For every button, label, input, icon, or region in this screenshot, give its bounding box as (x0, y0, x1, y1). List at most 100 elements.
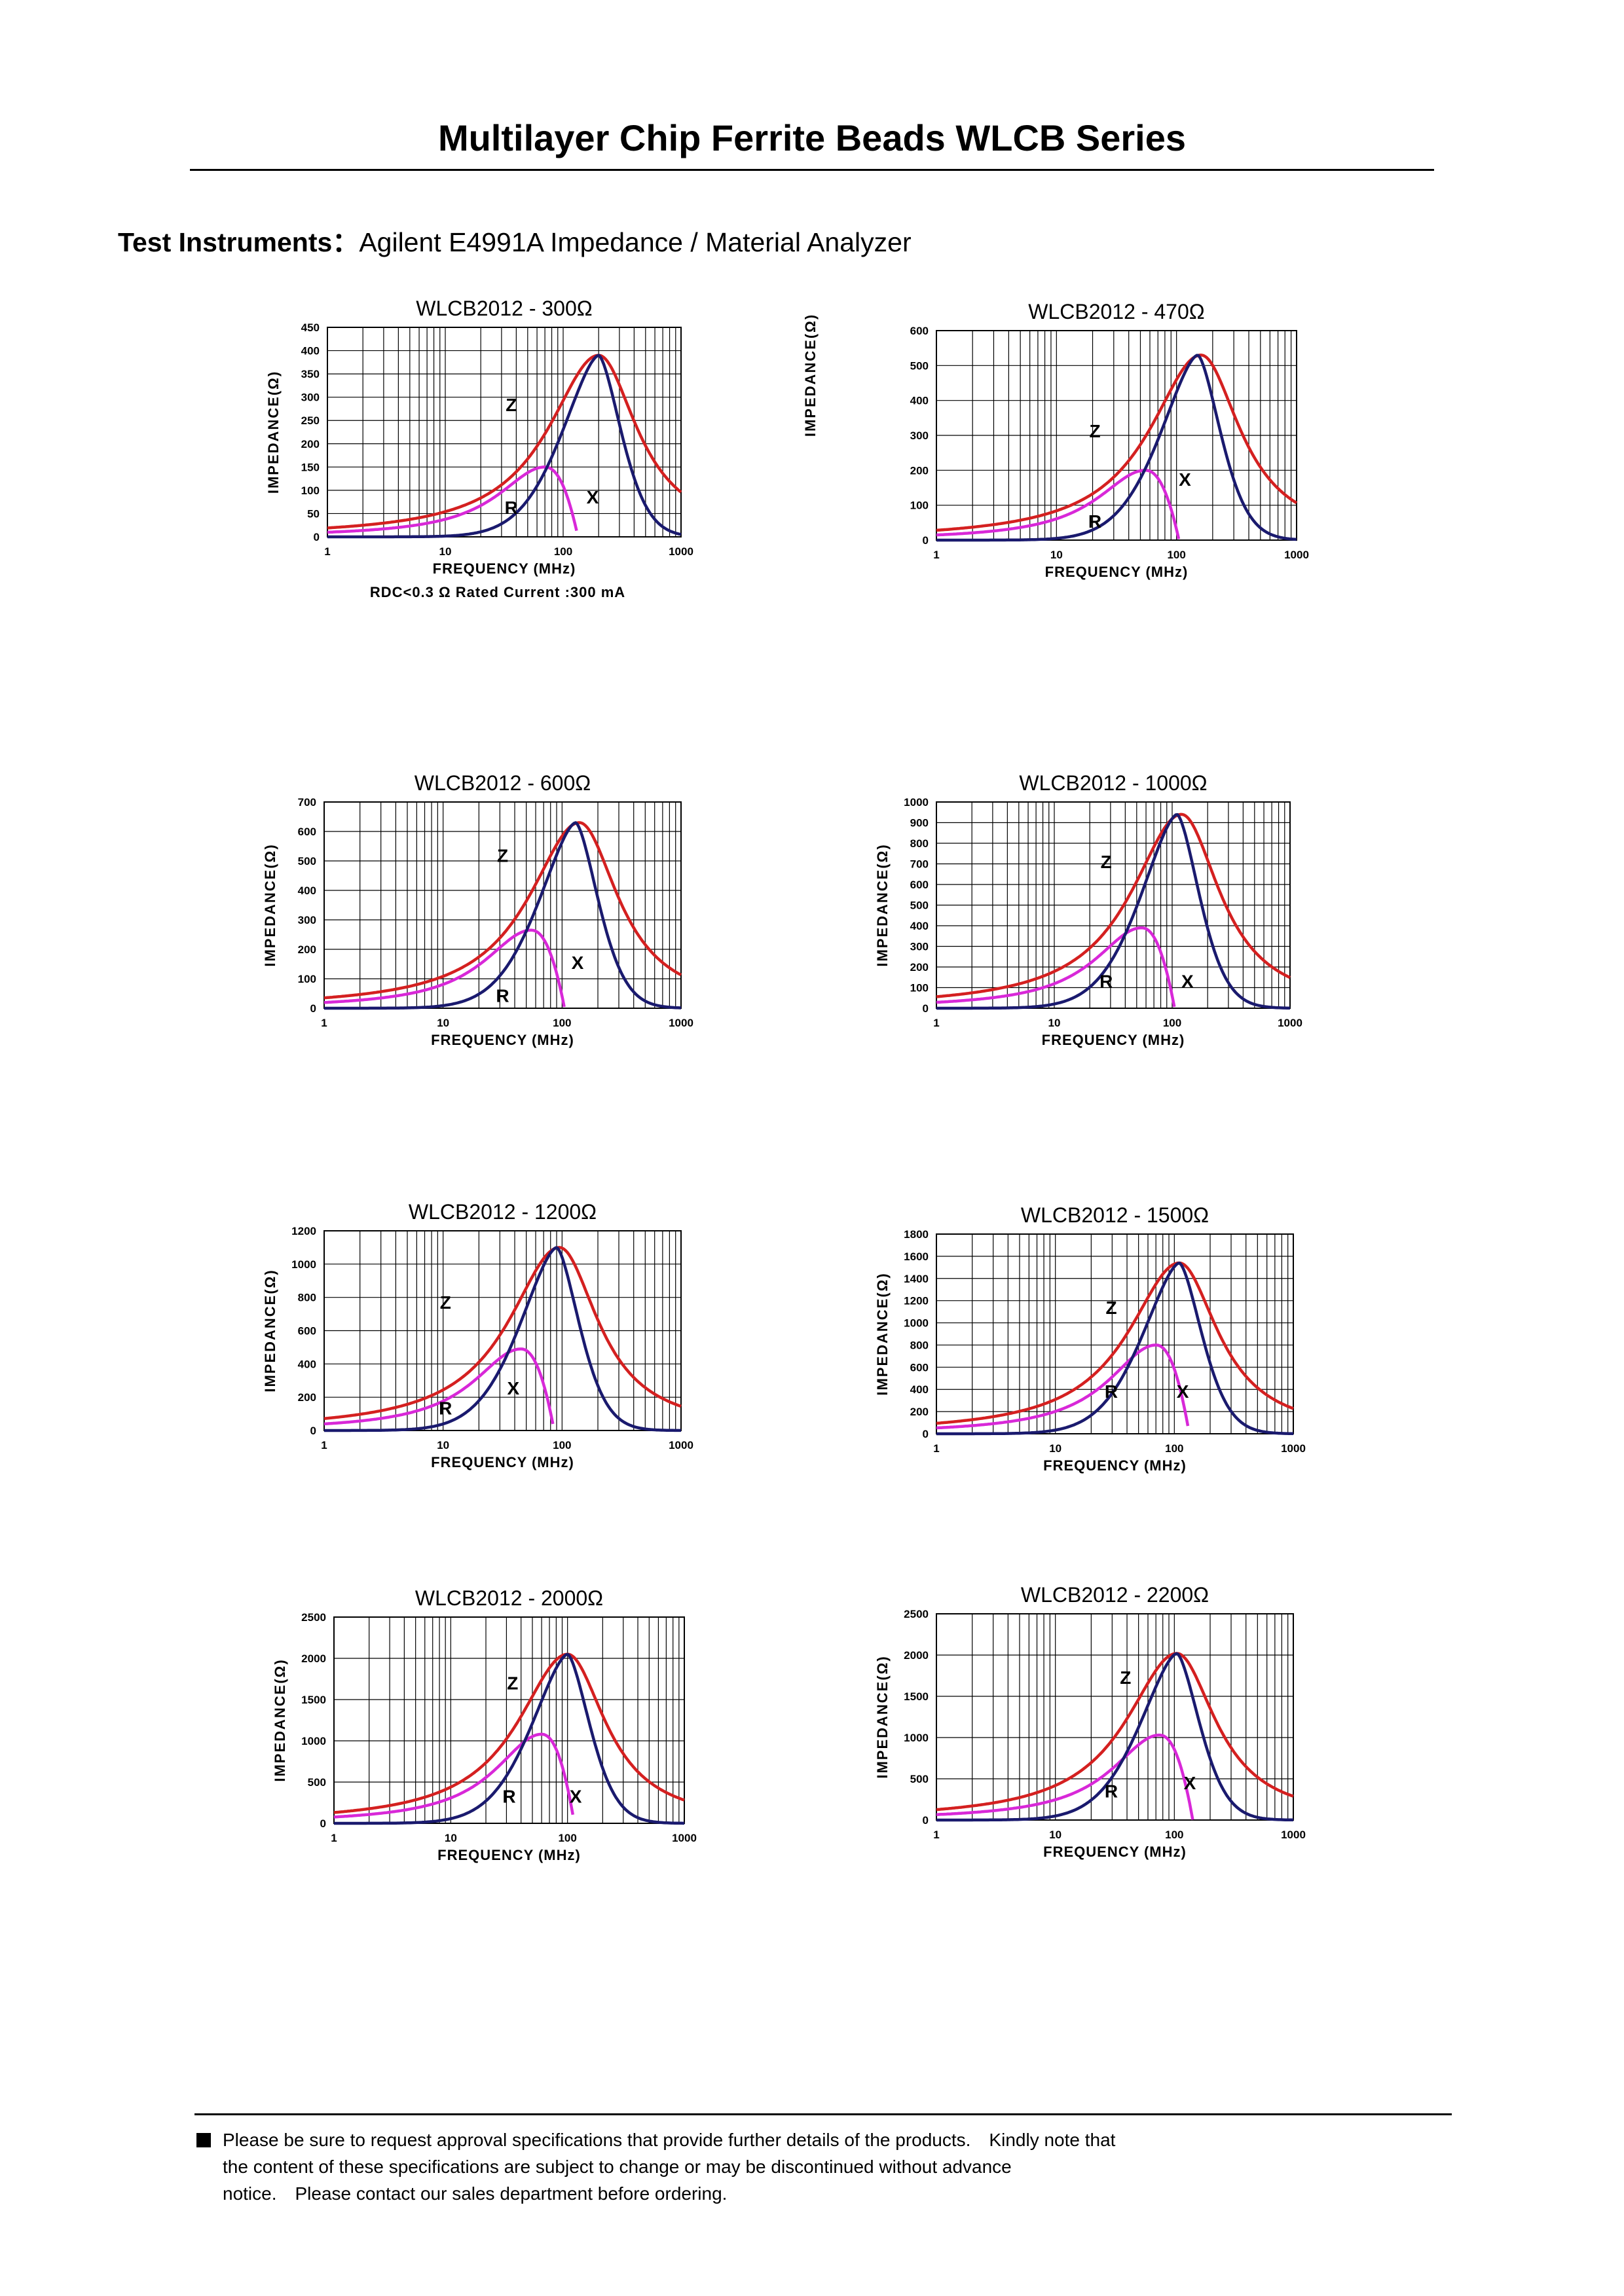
y-tick-label: 400 (298, 884, 316, 897)
y-tick-label: 450 (301, 321, 320, 334)
series-label-x: X (1184, 1773, 1196, 1793)
series-line-x (333, 1732, 575, 1819)
y-axis-label: IMPEDANCE(Ω) (874, 1272, 891, 1395)
series-line-r (936, 1652, 1293, 1822)
series-line-r (324, 821, 682, 1010)
x-axis-label: FREQUENCY (MHz) (433, 560, 576, 577)
series-line-z (327, 354, 682, 530)
x-tick-label: 100 (1167, 549, 1185, 561)
y-axis-label: IMPEDANCE(Ω) (262, 843, 278, 966)
series-label-x: X (507, 1378, 520, 1398)
footer-divider (194, 2113, 1452, 2115)
x-tick-label: 100 (554, 545, 572, 558)
y-tick-label: 0 (923, 1428, 929, 1440)
bullet-square-icon (196, 2133, 211, 2147)
y-tick-label: 350 (301, 368, 320, 380)
plot-frame (333, 1616, 685, 1824)
y-axis-label: IMPEDANCE(Ω) (262, 1269, 278, 1392)
y-tick-label: 1000 (291, 1258, 316, 1271)
y-tick-label: 0 (310, 1425, 316, 1437)
y-tick-label: 1200 (291, 1225, 316, 1237)
x-tick-label: 1 (933, 1829, 939, 1841)
series-label-r: R (1088, 511, 1101, 532)
y-tick-label: 1000 (301, 1735, 326, 1747)
x-tick-label: 10 (1048, 1017, 1061, 1029)
series-label-z: Z (1101, 852, 1112, 872)
chart-svg: WLCB2012 - 2200Ω 0 500 1000 1500 2000 2500 1 10 1… (874, 1583, 1306, 1860)
y-tick-label: 400 (301, 345, 320, 357)
y-tick-label: 0 (314, 531, 320, 543)
y-axis-label-extra: IMPEDANCE(Ω) (802, 313, 819, 437)
series-line-x (323, 1347, 555, 1426)
series-line-r (936, 1262, 1293, 1436)
series-line-z (936, 1261, 1294, 1425)
plot-frame (323, 1230, 682, 1431)
x-tick-label: 1 (321, 1017, 327, 1029)
chart-title: WLCB2012 - 600Ω (415, 771, 591, 795)
y-tick-label: 1400 (904, 1273, 929, 1285)
y-tick-label: 800 (298, 1292, 316, 1304)
chart-title: WLCB2012 - 1000Ω (1019, 771, 1207, 795)
y-tick-label: 100 (298, 973, 316, 985)
y-tick-label: 500 (910, 900, 929, 912)
plot-frame (327, 327, 682, 538)
y-tick-label: 200 (298, 1391, 316, 1404)
y-tick-label: 300 (910, 429, 929, 442)
instruments-label: Test Instruments： (118, 227, 360, 257)
impedance-chart: WLCB2012 - 1000Ω 0 100 200 300 400 500 600 700 80… (851, 756, 1316, 1054)
chart-title: WLCB2012 - 1200Ω (409, 1200, 597, 1224)
y-tick-label: 0 (320, 1817, 326, 1830)
y-tick-label: 600 (298, 826, 316, 838)
series-label-z: Z (1105, 1298, 1116, 1318)
series-line-r (327, 354, 682, 539)
y-tick-label: 600 (910, 1361, 929, 1374)
y-tick-label: 100 (910, 500, 929, 512)
series-label-z: Z (507, 1673, 518, 1693)
series-label-r: R (496, 986, 509, 1006)
y-tick-label: 0 (923, 1002, 929, 1015)
y-tick-label: 200 (301, 438, 320, 450)
x-tick-label: 1 (933, 1017, 939, 1029)
y-tick-label: 800 (910, 837, 929, 850)
title-divider (190, 169, 1434, 171)
chart-title: WLCB2012 - 2000Ω (415, 1586, 603, 1610)
y-tick-label: 0 (923, 1814, 929, 1827)
series-label-r: R (1105, 1781, 1118, 1801)
x-axis-label: FREQUENCY (MHz) (1043, 1457, 1187, 1474)
y-tick-label: 100 (301, 484, 320, 497)
chart-title: WLCB2012 - 1500Ω (1021, 1203, 1209, 1227)
x-tick-label: 1 (933, 1442, 939, 1455)
y-tick-label: 700 (298, 796, 316, 809)
plot-frame (936, 330, 1297, 541)
footer-line-2: the content of these specifications are … (223, 2157, 1012, 2177)
x-tick-label: 1000 (1284, 549, 1309, 561)
chart-svg: WLCB2012 - 1200Ω 0 200 400 600 800 1000 1200 1 10… (262, 1200, 693, 1470)
y-tick-label: 400 (910, 920, 929, 932)
footer-line-3: notice. Please contact our sales departm… (223, 2183, 728, 2204)
impedance-chart: WLCB2012 - 600Ω 0 100 200 300 400 500 600 700 1 10… (239, 756, 707, 1054)
series-label-z: Z (1120, 1667, 1131, 1688)
x-tick-label: 1000 (1281, 1829, 1306, 1841)
y-tick-label: 1000 (904, 1317, 929, 1330)
x-tick-label: 1 (321, 1439, 327, 1451)
y-tick-label: 300 (910, 941, 929, 953)
y-tick-label: 250 (301, 414, 320, 427)
x-tick-label: 1000 (669, 545, 693, 558)
chart-note: RDC<0.3 Ω Rated Current :300 mA (369, 584, 626, 600)
series-label-x: X (570, 1787, 582, 1807)
x-axis-label: FREQUENCY (MHz) (437, 1847, 581, 1863)
series-label-z: Z (506, 395, 517, 415)
series-line-x (936, 926, 1176, 1008)
y-tick-label: 600 (298, 1325, 316, 1338)
plot-frame (936, 1613, 1294, 1821)
y-tick-label: 200 (910, 961, 929, 974)
test-instruments: Test Instruments：Agilent E4991A Impedanc… (118, 220, 912, 259)
chart-title: WLCB2012 - 300Ω (416, 297, 592, 320)
y-tick-label: 1800 (904, 1228, 929, 1241)
y-tick-label: 500 (298, 855, 316, 867)
y-tick-label: 500 (308, 1776, 326, 1789)
y-tick-label: 900 (910, 817, 929, 829)
x-axis-label: FREQUENCY (MHz) (1043, 1844, 1187, 1860)
series-line-r (936, 812, 1291, 1010)
chart-svg: WLCB2012 - 470Ω 0 100 200 300 400 500 600 1 10 100… (910, 300, 1309, 580)
